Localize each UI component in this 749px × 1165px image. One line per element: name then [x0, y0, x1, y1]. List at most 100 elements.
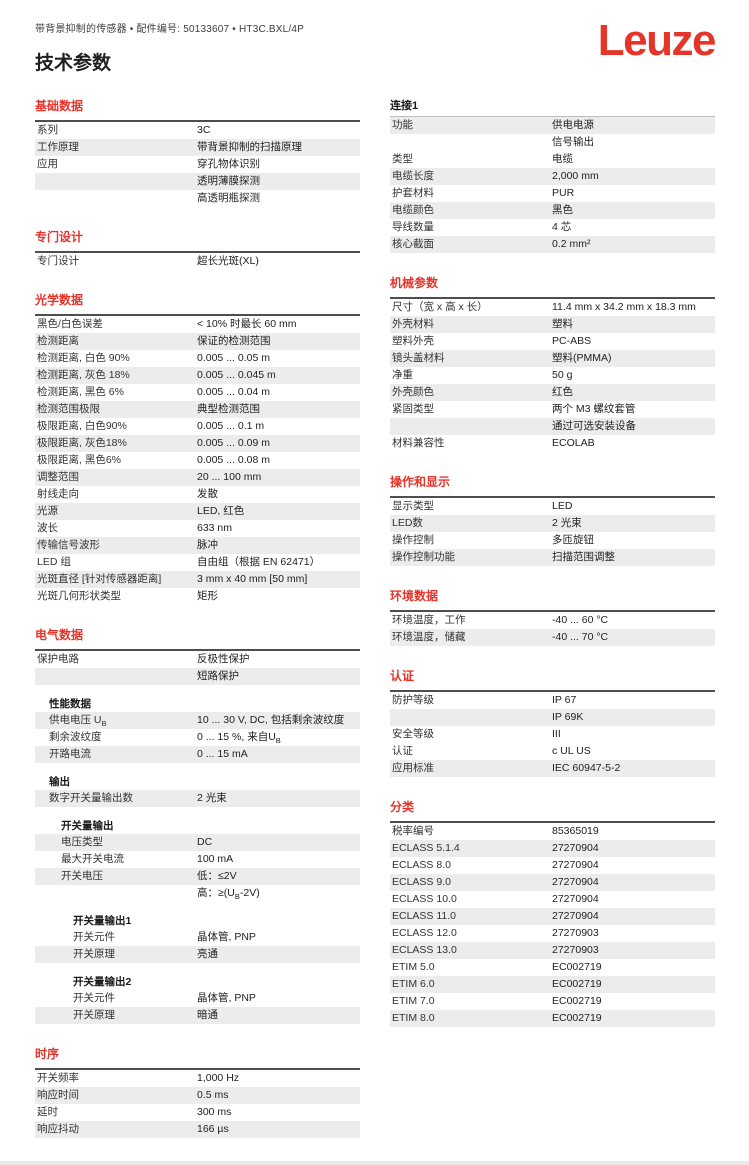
spec-label: 开关频率	[37, 1072, 79, 1084]
spec-label: 环境温度，储藏	[392, 631, 466, 643]
spec-row: 应用标准 IEC 60947-5-2	[390, 760, 715, 777]
spec-label: ECLASS 12.0	[392, 927, 457, 939]
spec-value: 3C	[197, 124, 211, 136]
spec-value: ECOLAB	[552, 437, 595, 449]
spec-row: 通过可选安装设备	[390, 418, 715, 435]
spec-label: 极限距离, 灰色18%	[37, 437, 127, 449]
spec-label: 响应抖动	[37, 1123, 79, 1135]
spec-row: 外壳材料 塑料	[390, 316, 715, 333]
spec-label: 极限距离, 白色90%	[37, 420, 127, 432]
spec-row: 安全等级 III	[390, 726, 715, 743]
section-title: 基础数据	[35, 99, 84, 113]
spec-row: LED数 2 光束	[390, 515, 715, 532]
spec-label: 应用标准	[392, 762, 434, 774]
spec-row: 检测距离, 黑色 6% 0.005 ... 0.04 m	[35, 384, 360, 401]
spec-row: ECLASS 9.0 27270904	[390, 874, 715, 891]
section-title: 专门设计	[35, 230, 84, 244]
spec-value: 发散	[197, 488, 218, 500]
section-mechanical-data: 机械参数 尺寸（宽 x 高 x 长） 11.4 mm x 34.2 mm x 18.…	[390, 274, 715, 452]
spec-row: 开关电压 低：≤2V	[35, 868, 360, 885]
spec-value: 低：≤2V	[197, 870, 237, 882]
spec-label: 光斑几何形状类型	[37, 590, 121, 602]
spec-table: 税率编号 85365019 ECLASS 5.1.4 27270904 ECLASS 8…	[390, 821, 715, 1027]
spec-value: 塑料	[552, 318, 573, 330]
spec-value: 多匝旋钮	[552, 534, 594, 546]
section-certifications: 认证 防护等级 IP 67 IP 69K 安全等级 III 认证 c UL US 应用标准 IEC…	[390, 667, 715, 777]
spec-value: 20 ... 100 mm	[197, 471, 262, 483]
spec-value: IEC 60947-5-2	[552, 762, 621, 774]
spec-label: 最大开关电流	[61, 853, 124, 865]
spec-label	[390, 134, 552, 138]
section-optical-data: 光学数据 黑色/白色误差 < 10% 时最长 60 mm 检测距离 保证的检测范围 检测距…	[35, 291, 360, 605]
spec-label: 开关电压	[61, 870, 103, 882]
spec-table: 尺寸（宽 x 高 x 长） 11.4 mm x 34.2 mm x 18.3 mm…	[390, 297, 715, 452]
spec-row: 工作原理 带背景抑制的扫描原理	[35, 139, 360, 156]
spec-value: 1,000 Hz	[197, 1072, 240, 1084]
spec-label: ETIM 6.0	[392, 978, 435, 990]
spec-label: 开关原理	[73, 948, 115, 960]
left-column: 基础数据 系列 3C 工作原理 带背景抑制的扫描原理 应用 穿孔物体识别 透明薄膜探测 高透明瓶…	[35, 97, 360, 1159]
page-header: 带背景抑制的传感器 • 配件编号: 50133607 • HT3C.BXL/4P…	[35, 19, 717, 75]
subsection-title: 开关量输出1	[73, 915, 132, 927]
spec-label: 电缆颜色	[392, 204, 434, 216]
spec-row: 专门设计 超长光斑(XL)	[35, 253, 360, 270]
spec-row: 电缆颜色 黑色	[390, 202, 715, 219]
content-columns: 基础数据 系列 3C 工作原理 带背景抑制的扫描原理 应用 穿孔物体识别 透明薄膜探测 高透明瓶…	[35, 97, 715, 1159]
spec-row: ECLASS 12.0 27270903	[390, 925, 715, 942]
spec-label: 开关元件	[73, 931, 115, 943]
spec-value: 0 ... 15 mA	[197, 748, 248, 760]
spec-value: 0.005 ... 0.05 m	[197, 352, 270, 364]
spec-value: 27270904	[552, 876, 599, 888]
spec-table: 环境温度，工作 -40 ... 60 °C 环境温度，储藏 -40 ... 70 °C	[390, 610, 715, 646]
subsection-title: 开关量输出2	[73, 976, 132, 988]
spec-row: 响应时间 0.5 ms	[35, 1087, 360, 1104]
spec-label: LED数	[392, 517, 423, 529]
spec-label: 剩余波纹度	[49, 731, 102, 743]
spec-value: 27270904	[552, 859, 599, 871]
section-basic-data: 基础数据 系列 3C 工作原理 带背景抑制的扫描原理 应用 穿孔物体识别 透明薄膜探测 高透明瓶…	[35, 97, 360, 207]
table-gap	[35, 685, 360, 694]
spec-row: 高透明瓶探测	[35, 190, 360, 207]
spec-label	[390, 418, 552, 422]
spec-row: ETIM 6.0 EC002719	[390, 976, 715, 993]
spec-row: 光斑直径 [针对传感器距离] 3 mm x 40 mm [50 mm]	[35, 571, 360, 588]
spec-row: LED 组 自由组（根据 EN 62471）	[35, 554, 360, 571]
spec-label: 税率编号	[392, 825, 434, 837]
section-special-design: 专门设计专门设计 超长光斑(XL)	[35, 228, 360, 270]
spec-label: 调整范围	[37, 471, 79, 483]
spec-label	[35, 173, 197, 177]
spec-value: EC002719	[552, 961, 602, 973]
spec-label: 镜头盖材料	[392, 352, 445, 364]
spec-value: 两个 M3 螺纹套管	[552, 403, 636, 415]
spec-value: EC002719	[552, 995, 602, 1007]
spec-value: 塑料(PMMA)	[552, 352, 612, 364]
spec-row: 镜头盖材料 塑料(PMMA)	[390, 350, 715, 367]
spec-label: 安全等级	[392, 728, 434, 740]
spec-row: 开关元件 晶体管, PNP	[35, 990, 360, 1007]
spec-label: 防护等级	[392, 694, 434, 706]
spec-row: 类型 电缆	[390, 151, 715, 168]
spec-label: ECLASS 11.0	[392, 910, 457, 922]
spec-row: 电缆长度 2,000 mm	[390, 168, 715, 185]
spec-row: ECLASS 11.0 27270904	[390, 908, 715, 925]
spec-label: 光源	[37, 505, 58, 517]
spec-row: 极限距离, 黑色6% 0.005 ... 0.08 m	[35, 452, 360, 469]
spec-label: 材料兼容性	[392, 437, 445, 449]
spec-label: ETIM 8.0	[392, 1012, 435, 1024]
spec-label: 开路电流	[49, 748, 91, 760]
spec-value: 300 ms	[197, 1106, 232, 1118]
spec-label: 认证	[392, 745, 413, 757]
spec-value: 11.4 mm x 34.2 mm x 18.3 mm	[552, 301, 696, 313]
spec-value: 高透明瓶探测	[197, 192, 260, 204]
spec-label: LED 组	[37, 556, 71, 568]
spec-table: 功能 供电电源 信号输出 类型 电缆 电缆长度 2,000 mm 护套材料 PUR 电缆颜色 黑色导…	[390, 116, 715, 253]
spec-row: 环境温度，储藏 -40 ... 70 °C	[390, 629, 715, 646]
spec-label: 传输信号波形	[37, 539, 100, 551]
spec-row: 最大开关电流 100 mA	[35, 851, 360, 868]
spec-table: 开关频率 1,000 Hz 响应时间 0.5 ms 延时 300 ms 响应抖动 166 µs	[35, 1068, 360, 1138]
spec-value: PUR	[552, 187, 575, 199]
spec-row: 环境温度，工作 -40 ... 60 °C	[390, 612, 715, 629]
table-gap	[35, 763, 360, 772]
spec-label: 电缆长度	[392, 170, 434, 182]
